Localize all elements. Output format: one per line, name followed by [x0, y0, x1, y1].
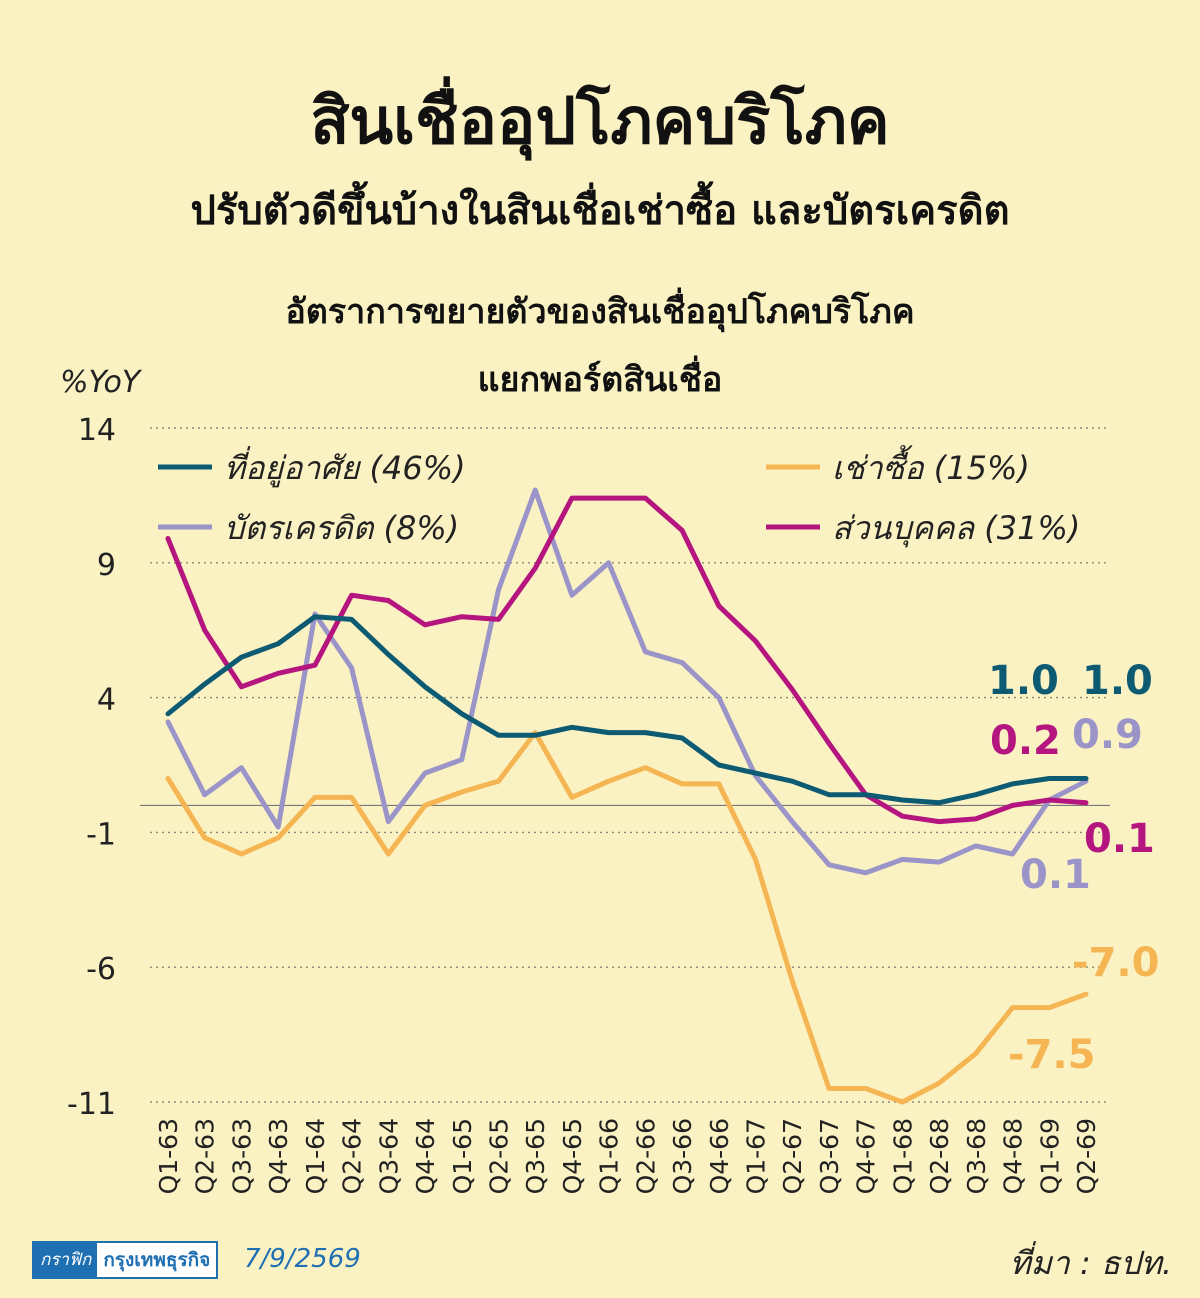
series-line — [165, 614, 1089, 806]
x-tick-label: Q3-67 — [815, 1118, 844, 1194]
x-tick-label: Q4-65 — [558, 1118, 587, 1194]
x-tick-label: Q1-69 — [1035, 1118, 1064, 1194]
series-line — [165, 487, 1089, 876]
end-value-label: 1.0 — [1082, 658, 1153, 704]
x-tick-label: Q2-69 — [1072, 1118, 1101, 1194]
x-tick-label: Q4-63 — [264, 1118, 293, 1194]
x-tick-label: Q3-63 — [227, 1118, 256, 1194]
legend-label: เช่าซื้อ (15%) — [832, 445, 1030, 487]
y-tick-label: 14 — [78, 413, 116, 448]
data-source: ที่มา : ธปท. — [1009, 1244, 1172, 1282]
end-value-label: -7.5 — [1008, 1032, 1095, 1078]
end-value-label: 0.1 — [1084, 816, 1155, 862]
publisher-badge: กราฟิก กรุงเทพธุรกิจ — [32, 1241, 219, 1279]
y-axis-label: %YoY — [60, 365, 143, 400]
end-value-label: 0.1 — [1020, 852, 1091, 898]
x-tick-label: Q1-65 — [448, 1118, 477, 1194]
series-line — [165, 495, 1089, 825]
end-value-label: 0.2 — [990, 718, 1061, 764]
x-tick-label: Q3-64 — [374, 1118, 403, 1194]
x-tick-label: Q2-64 — [338, 1118, 367, 1194]
x-tick-label: Q3-68 — [962, 1118, 991, 1194]
x-tick-label: Q4-64 — [411, 1118, 440, 1194]
x-tick-label: Q4-68 — [999, 1118, 1028, 1194]
end-value-label: 0.9 — [1072, 712, 1143, 758]
badge-graphic-label: กราฟิก — [34, 1243, 98, 1277]
x-tick-label: Q2-67 — [778, 1118, 807, 1194]
badge-publisher-name: กรุงเทพธุรกิจ — [97, 1243, 217, 1277]
x-tick-label: Q4-66 — [705, 1118, 734, 1194]
chart-subtitle: แยกพอร์ตสินเชื่อ — [477, 360, 723, 400]
main-title: สินเชื่ออุปโภคบริโภค — [310, 85, 890, 159]
x-tick-label: Q1-66 — [595, 1118, 624, 1194]
x-tick-label: Q1-68 — [888, 1118, 917, 1194]
x-tick-label: Q2-68 — [925, 1118, 954, 1194]
x-tick-label: Q1-67 — [742, 1118, 771, 1194]
x-tick-label: Q3-66 — [668, 1118, 697, 1194]
x-tick-label: Q4-67 — [852, 1118, 881, 1194]
y-tick-label: -6 — [86, 952, 116, 987]
x-tick-label: Q3-65 — [521, 1118, 550, 1194]
series-line — [165, 730, 1089, 1105]
y-tick-label: -1 — [86, 817, 116, 852]
legend-label: ส่วนบุคคล (31%) — [832, 509, 1080, 548]
x-tick-label: Q2-63 — [191, 1118, 220, 1194]
chart-title: อัตราการขยายตัวของสินเชื่ออุปโภคบริโภค — [285, 292, 915, 332]
x-tick-label: Q1-63 — [154, 1118, 183, 1194]
end-value-label: -7.0 — [1072, 940, 1159, 986]
publish-date: 7/9/2569 — [244, 1244, 361, 1274]
end-value-label: 1.0 — [988, 658, 1059, 704]
main-subtitle: ปรับตัวดีขึ้นบ้างในสินเชื่อเช่าซื้อ และบ… — [190, 188, 1010, 234]
x-tick-label: Q2-66 — [631, 1118, 660, 1194]
legend-label: ที่อยู่อาศัย (46%) — [224, 446, 466, 488]
legend-label: บัตรเครดิต (8%) — [224, 509, 459, 547]
x-tick-label: Q1-64 — [301, 1118, 330, 1194]
y-tick-label: 4 — [97, 683, 116, 718]
y-tick-label: -11 — [67, 1087, 116, 1122]
x-tick-label: Q2-65 — [484, 1118, 513, 1194]
y-tick-label: 9 — [97, 548, 116, 583]
